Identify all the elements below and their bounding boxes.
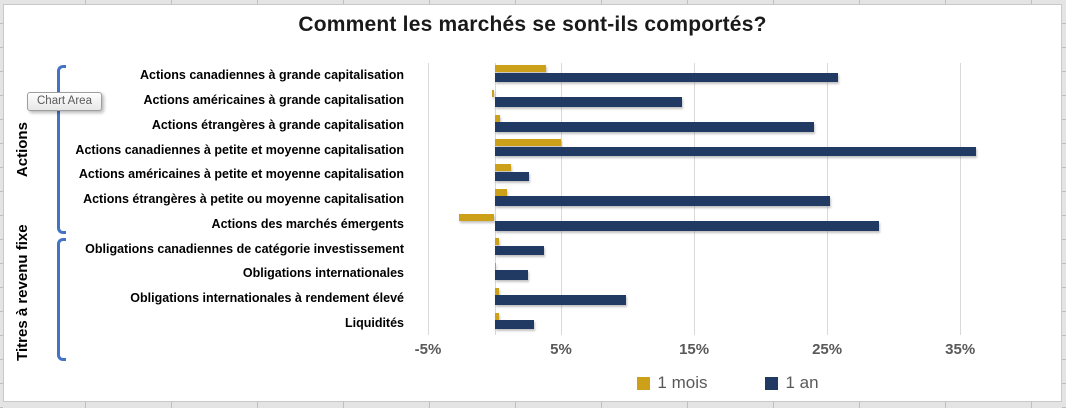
bar-1-mois-row4[interactable] [494, 139, 561, 147]
x-axis-tick-label: 15% [679, 341, 710, 358]
category-label: Obligations internationales à rendement … [130, 290, 404, 305]
category-label: Liquidités [344, 315, 404, 330]
gridline [960, 63, 962, 335]
group-bracket [57, 238, 66, 361]
x-axis-tick-label: 35% [945, 341, 976, 358]
gridline [428, 63, 429, 335]
x-axis-tick-label: 25% [812, 341, 843, 358]
bar-1-an-row4[interactable] [494, 146, 977, 157]
bar-1-an-row8[interactable] [494, 245, 544, 256]
bar-1-mois-row10[interactable] [494, 287, 500, 295]
chart-area-tooltip: Chart Area [27, 92, 102, 111]
legend-swatch-icon [637, 376, 651, 390]
category-label: Actions américaines à petite et moyenne … [78, 167, 404, 182]
bar-1-an-row3[interactable] [494, 122, 814, 132]
bar-1-an-row2[interactable] [494, 97, 683, 107]
spreadsheet-gridline-right [1062, 0, 1066, 408]
category-label: Actions américaines à grande capitalisat… [143, 93, 404, 108]
bar-1-an-row1[interactable] [494, 72, 838, 83]
x-axis-tick-label: -5% [414, 341, 442, 358]
bar-1-mois-row5[interactable] [494, 164, 511, 172]
group-label-actions: Actions [14, 122, 31, 178]
bar-1-an-row11[interactable] [494, 319, 535, 330]
category-label: Actions étrangères à petite ou moyenne c… [83, 192, 404, 206]
legend-swatch-icon [765, 376, 779, 390]
spreadsheet-gridline-top [0, 0, 1066, 4]
bar-1-an-row10[interactable] [494, 295, 627, 305]
legend-label: 1 an [785, 373, 819, 392]
legend-item-1-mois[interactable]: 1 mois [637, 373, 707, 393]
bar-1-mois-row6[interactable] [494, 188, 507, 196]
legend-label: 1 mois [657, 373, 708, 392]
group-label-titres-revenu-fixe: Titres à revenu fixe [14, 224, 31, 361]
category-label: Actions des marchés émergents [211, 216, 404, 231]
bar-1-mois-row1[interactable] [494, 65, 547, 73]
category-label: Obligations internationales [242, 266, 404, 281]
bar-1-mois-row2[interactable] [491, 89, 495, 97]
bar-1-mois-row7[interactable] [458, 213, 495, 221]
legend: 1 mois 1 an [408, 373, 1048, 393]
chart-title[interactable]: Comment les marchés se sont-ils comporté… [298, 13, 767, 36]
bar-1-mois-row9[interactable] [494, 263, 496, 270]
bar-1-an-row5[interactable] [494, 171, 530, 182]
category-label: Actions canadiennes à petite et moyenne … [75, 142, 404, 157]
bar-1-mois-row8[interactable] [494, 238, 499, 246]
bar-1-an-row7[interactable] [494, 221, 879, 231]
spreadsheet-gridline-bottom [0, 402, 1066, 408]
group-bracket [57, 65, 66, 235]
chart-area[interactable]: Comment les marchés se sont-ils comporté… [3, 4, 1062, 402]
bar-1-an-row6[interactable] [494, 196, 830, 206]
chart-area-tooltip-label: Chart Area [37, 95, 92, 107]
category-label: Actions étrangères à grande capitalisati… [151, 117, 404, 132]
bar-1-mois-row11[interactable] [494, 312, 499, 320]
legend-item-1-an[interactable]: 1 an [765, 373, 819, 393]
x-axis-tick-label: 5% [550, 341, 572, 358]
category-label: Actions canadiennes à grande capitalisat… [140, 68, 404, 83]
category-label: Obligations canadiennes de catégorie inv… [85, 241, 404, 256]
spreadsheet-gridline-left [0, 0, 3, 408]
bar-1-mois-row3[interactable] [494, 114, 500, 122]
bar-1-an-row9[interactable] [494, 270, 528, 280]
plot-area [408, 63, 1048, 335]
